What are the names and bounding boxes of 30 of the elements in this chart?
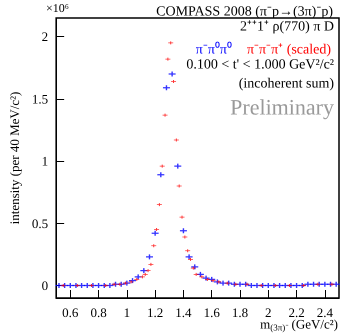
x-tick-label: 1.6 [204,305,220,320]
annotation: 2⁺⁺1⁺ ρ(770) π D [240,20,334,34]
x-tick-label: 2 [265,305,272,320]
y-tick-label: 1.5 [32,91,48,106]
y-tick-label: 0 [42,278,48,294]
y-tick-label: 2 [42,29,48,44]
point [287,284,292,288]
point [157,172,164,178]
x-tick-label: 0.8 [90,305,107,320]
point [180,228,187,234]
annotation: Preliminary [230,94,334,120]
point [152,230,159,236]
x-tick-label: 1 [124,305,130,320]
x-tick-label: 2.2 [288,305,305,320]
y-tick-label: 0.5 [32,216,48,231]
text: π⁻π⁻π⁺ (scaled) [246,42,332,58]
chart-title: COMPASS 2008 (π⁻p→(3π)⁻p) [156,4,334,20]
series-label: π⁻π⁰π⁰ [196,42,232,58]
y-tick-label: 1 [42,154,48,169]
x-tick-label: 0.6 [62,305,79,320]
annotation: 0.100 < t' < 1.000 GeV²/c² [186,58,334,72]
x-tick-label: 1.2 [147,305,164,320]
annotation: (incoherent sum) [238,76,334,92]
y-axis-title: intensity (per 40 MeV/c²) [7,92,22,224]
x-tick-label: 1.8 [232,305,248,320]
point [196,272,204,277]
x-tick-label: 1.4 [175,305,192,320]
text: ×10⁶ [46,1,69,15]
x-tick-label: 2.4 [316,305,334,320]
point [332,282,340,287]
